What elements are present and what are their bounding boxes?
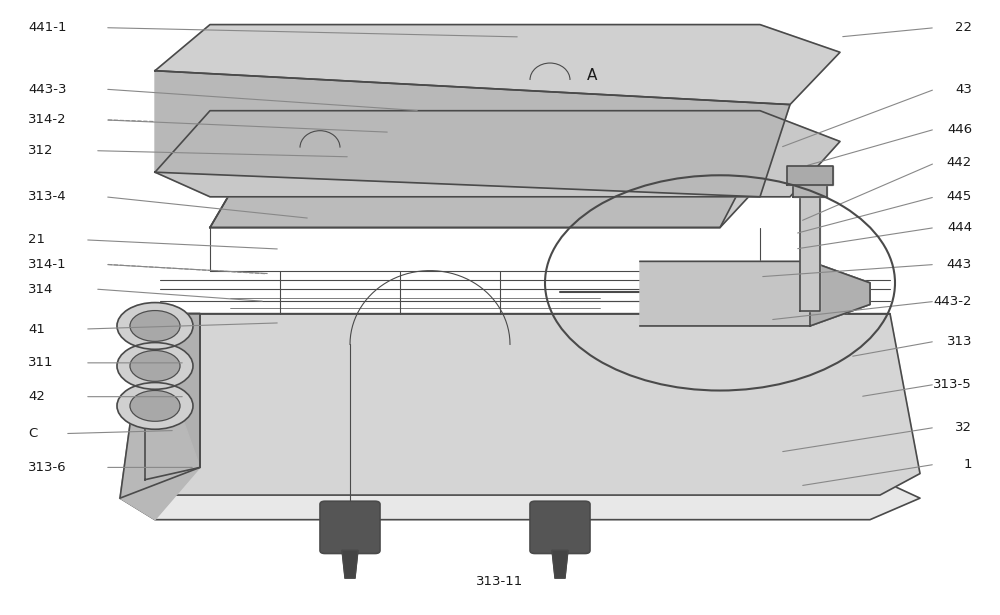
Text: C: C: [28, 427, 37, 440]
Text: 446: 446: [947, 122, 972, 136]
Text: 41: 41: [28, 322, 45, 336]
Text: 312: 312: [28, 144, 54, 157]
Polygon shape: [210, 151, 760, 228]
Text: 1: 1: [964, 458, 972, 471]
Polygon shape: [787, 166, 833, 184]
Polygon shape: [155, 71, 790, 197]
FancyBboxPatch shape: [320, 501, 380, 554]
Text: 443-2: 443-2: [934, 295, 972, 308]
Polygon shape: [800, 191, 820, 311]
Text: 313-5: 313-5: [933, 378, 972, 391]
Text: 313-4: 313-4: [28, 190, 67, 204]
Text: A: A: [587, 68, 597, 82]
Polygon shape: [120, 314, 200, 520]
Text: 442: 442: [947, 156, 972, 170]
Polygon shape: [145, 314, 920, 495]
Polygon shape: [120, 480, 920, 520]
Text: 313-11: 313-11: [476, 574, 524, 588]
Text: 313: 313: [946, 335, 972, 348]
Text: 441-1: 441-1: [28, 21, 66, 34]
Text: 42: 42: [28, 390, 45, 403]
Text: 443-3: 443-3: [28, 82, 66, 96]
Polygon shape: [640, 261, 870, 326]
Text: 22: 22: [955, 21, 972, 34]
Polygon shape: [145, 314, 200, 480]
Polygon shape: [155, 25, 840, 105]
Polygon shape: [155, 111, 840, 197]
Text: 314-2: 314-2: [28, 113, 67, 127]
Polygon shape: [552, 550, 568, 578]
Text: 443: 443: [947, 258, 972, 271]
Text: 311: 311: [28, 356, 54, 370]
Text: 32: 32: [955, 421, 972, 434]
Polygon shape: [342, 550, 358, 578]
Circle shape: [130, 311, 180, 341]
Text: 314: 314: [28, 282, 53, 296]
Polygon shape: [810, 261, 870, 326]
Polygon shape: [120, 314, 200, 498]
FancyBboxPatch shape: [530, 501, 590, 554]
Polygon shape: [793, 181, 827, 197]
Text: 314-1: 314-1: [28, 258, 67, 271]
Circle shape: [117, 343, 193, 389]
Circle shape: [130, 351, 180, 381]
Text: 313-6: 313-6: [28, 461, 67, 474]
Circle shape: [117, 303, 193, 349]
Text: 444: 444: [947, 221, 972, 234]
Circle shape: [117, 383, 193, 429]
Text: 43: 43: [955, 82, 972, 96]
Text: 445: 445: [947, 190, 972, 204]
Circle shape: [130, 391, 180, 421]
Text: 21: 21: [28, 233, 45, 247]
Polygon shape: [210, 151, 760, 228]
